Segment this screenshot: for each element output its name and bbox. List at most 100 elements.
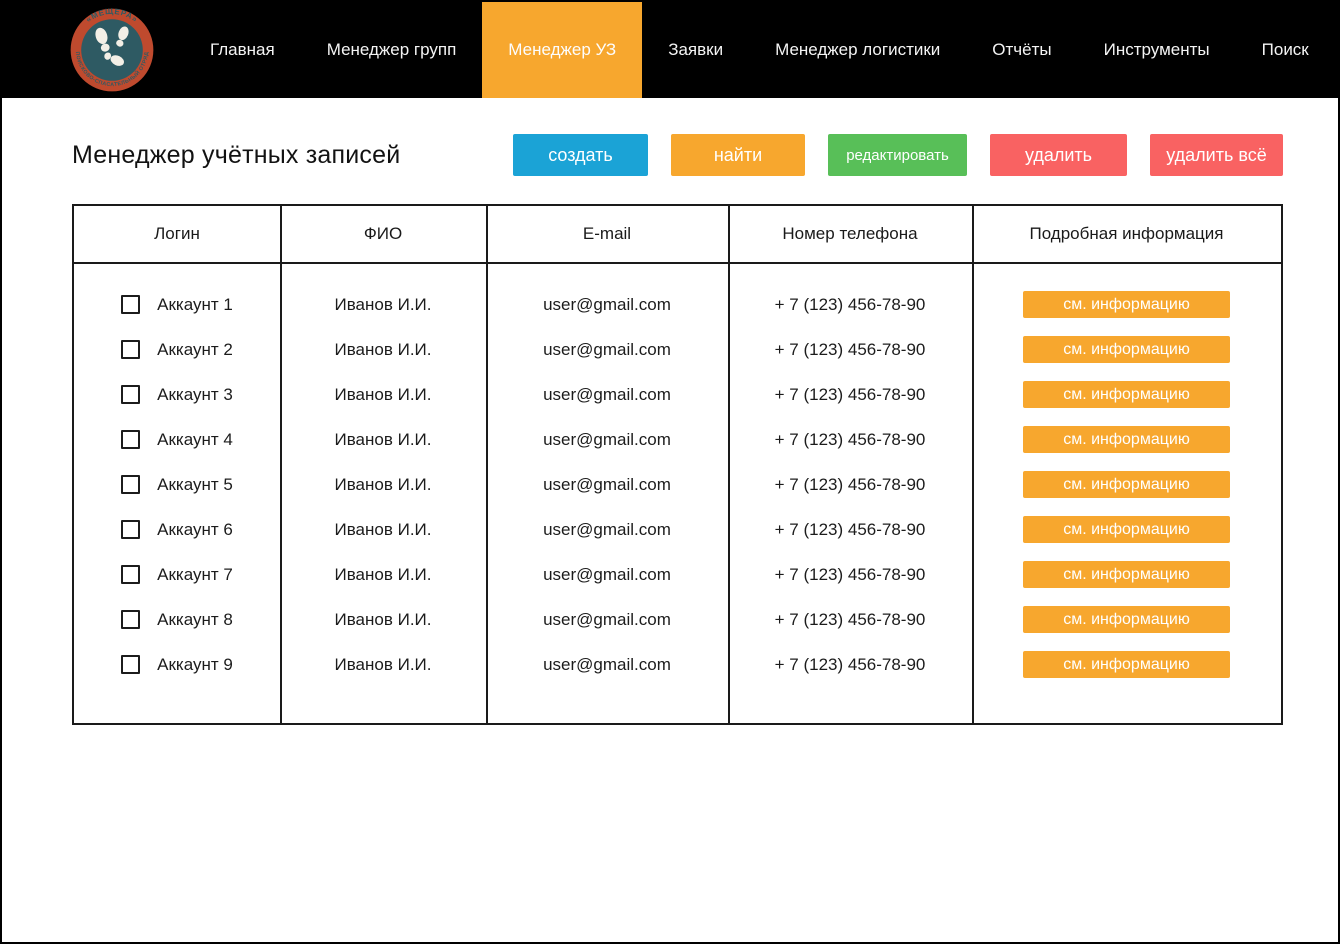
- table-body: Аккаунт 1 Иванов И.И. user@gmail.com + 7…: [74, 264, 1281, 723]
- email-cell: user@gmail.com: [543, 384, 671, 404]
- phone-cell: + 7 (123) 456-78-90: [774, 474, 926, 494]
- email-cell: user@gmail.com: [543, 564, 671, 584]
- nav-item-home[interactable]: Главная: [210, 40, 275, 59]
- login-cell: Аккаунт 5: [74, 462, 280, 507]
- table-row: Аккаунт 5 Иванов И.И. user@gmail.com + 7…: [74, 462, 1281, 507]
- see-info-button[interactable]: см. информацию: [1023, 561, 1230, 588]
- page-title: Менеджер учётных записей: [72, 140, 401, 169]
- see-info-button[interactable]: см. информацию: [1023, 291, 1230, 318]
- login-cell: Аккаунт 8: [74, 597, 280, 642]
- phone-cell: + 7 (123) 456-78-90: [774, 429, 926, 449]
- row-login-label: Аккаунт 8: [157, 609, 233, 629]
- phone-cell: + 7 (123) 456-78-90: [774, 339, 926, 359]
- table-row: Аккаунт 4 Иванов И.И. user@gmail.com + 7…: [74, 417, 1281, 462]
- nav-item-reports[interactable]: Отчёты: [992, 40, 1052, 59]
- row-login-label: Аккаунт 9: [157, 654, 233, 674]
- row-login-label: Аккаунт 7: [157, 564, 233, 584]
- details-cell: см. информацию: [972, 462, 1281, 507]
- row-checkbox[interactable]: [121, 295, 141, 314]
- phone-cell: + 7 (123) 456-78-90: [774, 564, 926, 584]
- phone-cell: + 7 (123) 456-78-90: [774, 384, 926, 404]
- login-cell: Аккаунт 7: [74, 552, 280, 597]
- see-info-button[interactable]: см. информацию: [1023, 651, 1230, 678]
- row-checkbox[interactable]: [121, 430, 141, 449]
- table-row: Аккаунт 8 Иванов И.И. user@gmail.com + 7…: [74, 597, 1281, 642]
- table-row: Аккаунт 3 Иванов И.И. user@gmail.com + 7…: [74, 372, 1281, 417]
- top-navbar: «МЕЩЕРА» ПОИСКОВО-СПАСАТЕЛЬНЫЙ ОТРЯД: [2, 2, 1338, 98]
- column-header-details: Подробная информация: [1029, 224, 1224, 243]
- row-login-label: Аккаунт 3: [157, 384, 233, 404]
- delete-button[interactable]: удалить: [990, 134, 1127, 176]
- fio-cell: Иванов И.И.: [334, 384, 432, 404]
- boot-prints-emblem-icon: «МЕЩЕРА» ПОИСКОВО-СПАСАТЕЛЬНЫЙ ОТРЯД: [70, 7, 154, 92]
- see-info-button[interactable]: см. информацию: [1023, 426, 1230, 453]
- row-checkbox[interactable]: [121, 340, 141, 359]
- row-checkbox[interactable]: [121, 610, 141, 629]
- details-cell: см. информацию: [972, 327, 1281, 372]
- see-info-button[interactable]: см. информацию: [1023, 516, 1230, 543]
- see-info-button[interactable]: см. информацию: [1023, 336, 1230, 363]
- find-button[interactable]: найти: [671, 134, 805, 176]
- row-checkbox[interactable]: [121, 385, 141, 404]
- row-checkbox[interactable]: [121, 565, 141, 584]
- fio-cell: Иванов И.И.: [334, 429, 432, 449]
- table-row: Аккаунт 6 Иванов И.И. user@gmail.com + 7…: [74, 507, 1281, 552]
- email-cell: user@gmail.com: [543, 474, 671, 494]
- email-cell: user@gmail.com: [543, 519, 671, 539]
- nav-item-tools[interactable]: Инструменты: [1103, 40, 1210, 59]
- nav-item-account-manager[interactable]: Менеджер УЗ: [482, 2, 643, 98]
- nav-item-search[interactable]: Поиск: [1261, 40, 1309, 59]
- create-button[interactable]: создать: [513, 134, 648, 176]
- details-cell: см. информацию: [972, 552, 1281, 597]
- see-info-button[interactable]: см. информацию: [1023, 471, 1230, 498]
- phone-cell: + 7 (123) 456-78-90: [774, 609, 926, 629]
- details-cell: см. информацию: [972, 642, 1281, 687]
- row-checkbox[interactable]: [121, 475, 141, 494]
- row-checkbox[interactable]: [121, 520, 141, 539]
- phone-cell: + 7 (123) 456-78-90: [774, 294, 926, 314]
- phone-cell: + 7 (123) 456-78-90: [774, 654, 926, 674]
- column-header-phone: Номер телефона: [782, 224, 918, 243]
- table-row: Аккаунт 7 Иванов И.И. user@gmail.com + 7…: [74, 552, 1281, 597]
- row-login-label: Аккаунт 6: [157, 519, 233, 539]
- see-info-button[interactable]: см. информацию: [1023, 381, 1230, 408]
- toolbar: создать найти редактировать удалить удал…: [513, 134, 1283, 176]
- rescue-squad-logo[interactable]: «МЕЩЕРА» ПОИСКОВО-СПАСАТЕЛЬНЫЙ ОТРЯД: [68, 6, 156, 94]
- see-info-button[interactable]: см. информацию: [1023, 606, 1230, 633]
- column-header-login: Логин: [154, 224, 200, 243]
- login-cell: Аккаунт 1: [74, 282, 280, 327]
- login-cell: Аккаунт 4: [74, 417, 280, 462]
- fio-cell: Иванов И.И.: [334, 294, 432, 314]
- login-cell: Аккаунт 3: [74, 372, 280, 417]
- table-row: Аккаунт 2 Иванов И.И. user@gmail.com + 7…: [74, 327, 1281, 372]
- email-cell: user@gmail.com: [543, 654, 671, 674]
- email-cell: user@gmail.com: [543, 339, 671, 359]
- table-row: Аккаунт 1 Иванов И.И. user@gmail.com + 7…: [74, 282, 1281, 327]
- nav-item-requests[interactable]: Заявки: [668, 40, 724, 59]
- row-login-label: Аккаунт 4: [157, 429, 233, 449]
- row-checkbox[interactable]: [121, 655, 141, 674]
- email-cell: user@gmail.com: [543, 429, 671, 449]
- row-login-label: Аккаунт 5: [157, 474, 233, 494]
- fio-cell: Иванов И.И.: [334, 564, 432, 584]
- fio-cell: Иванов И.И.: [334, 519, 432, 539]
- fio-cell: Иванов И.И.: [334, 339, 432, 359]
- nav-item-group-manager[interactable]: Менеджер групп: [326, 40, 457, 59]
- login-cell: Аккаунт 9: [74, 642, 280, 687]
- table-row: Аккаунт 9 Иванов И.И. user@gmail.com + 7…: [74, 642, 1281, 687]
- column-header-email: E-mail: [582, 224, 632, 243]
- nav-item-logistics-manager[interactable]: Менеджер логистики: [775, 40, 941, 59]
- login-cell: Аккаунт 6: [74, 507, 280, 552]
- phone-cell: + 7 (123) 456-78-90: [774, 519, 926, 539]
- nav-menu: Главная Менеджер групп Менеджер УЗ Заявк…: [184, 2, 1335, 98]
- details-cell: см. информацию: [972, 417, 1281, 462]
- email-cell: user@gmail.com: [543, 294, 671, 314]
- login-cell: Аккаунт 2: [74, 327, 280, 372]
- row-login-label: Аккаунт 2: [157, 339, 233, 359]
- column-header-fio: ФИО: [363, 224, 403, 243]
- delete-all-button[interactable]: удалить всё: [1150, 134, 1283, 176]
- main-content: Менеджер учётных записей создать найти р…: [2, 134, 1338, 725]
- edit-button[interactable]: редактировать: [828, 134, 967, 176]
- table-header: Логин ФИО E-mail Номер телефона Подробна…: [74, 206, 1281, 264]
